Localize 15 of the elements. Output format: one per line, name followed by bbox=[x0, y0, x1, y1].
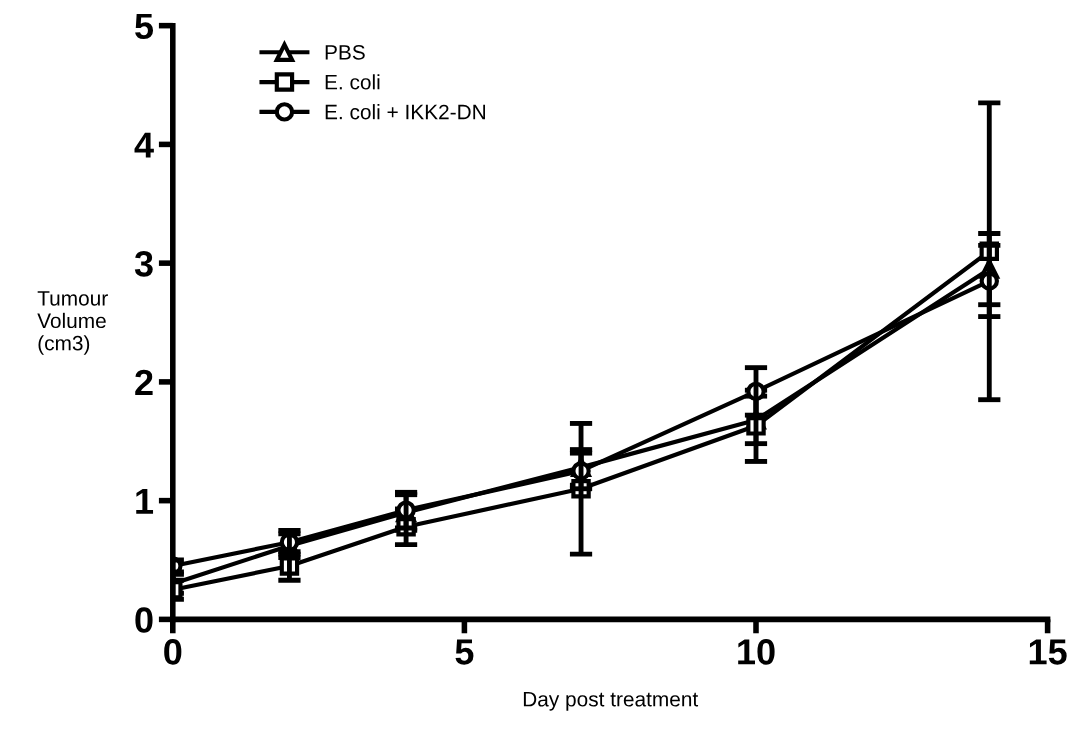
x-axis-title: Day post treatment bbox=[523, 692, 699, 711]
x-tick-label: 0 bbox=[164, 639, 182, 665]
legend-label: E. coli bbox=[325, 74, 380, 90]
y-tick-label: 5 bbox=[135, 13, 154, 40]
x-tick-label: 5 bbox=[455, 639, 474, 665]
x-tick-label: 10 bbox=[738, 639, 775, 665]
legend-label: E. coli + IKK2-DN bbox=[325, 104, 485, 120]
y-tick-label: 3 bbox=[134, 251, 153, 277]
x-tick-label: 15 bbox=[1029, 639, 1067, 665]
y-tick-label: 2 bbox=[135, 369, 153, 395]
legend-label: PBS bbox=[325, 44, 365, 60]
y-tick-label: 0 bbox=[135, 607, 153, 633]
y-tick-label: 4 bbox=[134, 132, 154, 158]
y-axis-title: Tumour Volume (cm3) bbox=[37, 291, 108, 355]
y-tick-label: 1 bbox=[136, 488, 154, 514]
